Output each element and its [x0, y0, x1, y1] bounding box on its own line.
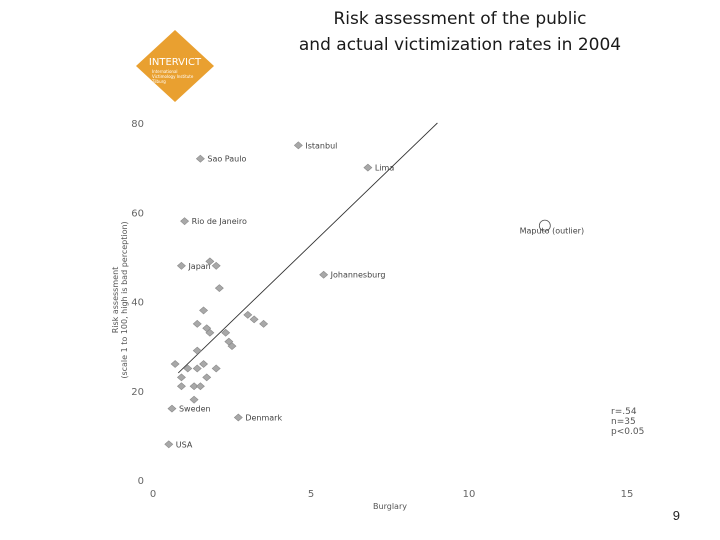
scatter-point — [202, 373, 212, 382]
scatter-point — [205, 328, 215, 337]
point-label: Rio de Janeiro — [192, 217, 247, 226]
scatter-point — [195, 382, 205, 391]
stats-text: n=35 — [611, 417, 636, 427]
scatter-point — [363, 163, 373, 172]
scatter-point — [214, 284, 224, 293]
scatter-point — [192, 346, 202, 355]
scatter-point — [211, 261, 221, 270]
y-tick-label: 20 — [131, 387, 144, 398]
point-label: Istanbul — [305, 141, 337, 150]
page-number: 9 — [672, 508, 680, 523]
y-tick-label: 60 — [131, 208, 144, 219]
logo-text: INTERVICT — [149, 57, 202, 68]
scatter-point — [224, 337, 234, 346]
point-label: Sweden — [179, 405, 211, 414]
outlier-point — [538, 219, 551, 232]
scatter-point — [293, 141, 303, 150]
scatter-point — [176, 261, 186, 270]
point-label: Sao Paulo — [207, 155, 246, 164]
scatter-point — [319, 270, 329, 279]
scatter-point — [205, 257, 215, 266]
scatter-point — [211, 364, 221, 373]
point-label: USA — [176, 440, 193, 449]
stats-text: r=.54 — [611, 407, 637, 417]
title-line-2: and actual victimization rates in 2004 — [298, 35, 622, 55]
scatter-point — [199, 306, 209, 315]
scatter-point — [167, 404, 177, 413]
scatter-point — [259, 319, 269, 328]
intervict-logo: INTERVICT International Victimology Inst… — [136, 30, 214, 102]
outlier-label: Maputo (outlier) — [520, 227, 585, 236]
scatter-point — [170, 360, 180, 368]
scatter-point — [164, 440, 174, 449]
scatter-point — [189, 395, 199, 404]
point-label: Lima — [375, 164, 394, 173]
logo-subtitle-1: International — [152, 69, 178, 74]
stats-text: p<0.05 — [611, 427, 644, 437]
chart-title: Risk assessment of the public and actual… — [250, 6, 670, 58]
y-tick-label: 80 — [131, 119, 144, 130]
y-axis-label-line-2: (scale 1 to 100, high is bad perception) — [120, 221, 129, 378]
scatter-point — [233, 413, 243, 422]
scatter-point — [249, 315, 259, 324]
x-tick-label: 0 — [150, 489, 156, 500]
regression-line — [177, 122, 438, 374]
x-tick-label: 5 — [308, 489, 314, 500]
point-label: Denmark — [245, 414, 282, 423]
x-axis-label: Burglary — [373, 502, 407, 511]
y-tick-label: 40 — [131, 298, 144, 309]
scatter-point — [199, 360, 209, 368]
scatter-point — [183, 364, 193, 373]
scatter-point — [243, 310, 253, 319]
scatter-point — [176, 382, 186, 391]
x-tick-label: 15 — [621, 489, 634, 500]
point-label: Japan — [187, 262, 210, 271]
scatter-point — [189, 382, 199, 391]
scatter-point — [180, 217, 190, 226]
logo-subtitle-3: Tilburg — [151, 79, 166, 84]
y-tick-label: 0 — [138, 476, 144, 487]
x-tick-label: 10 — [463, 489, 476, 500]
scatter-point — [176, 373, 186, 382]
logo-subtitle-2: Victimology Institute — [152, 74, 194, 79]
point-label: Johannesburg — [330, 271, 386, 280]
y-axis-label-line-1: Risk assessment — [111, 267, 120, 334]
scatter-point — [192, 364, 202, 373]
scatter-point — [192, 319, 202, 328]
scatter-point — [221, 328, 231, 337]
title-line-1: Risk assessment of the public — [333, 9, 587, 29]
scatter-point — [195, 154, 205, 163]
